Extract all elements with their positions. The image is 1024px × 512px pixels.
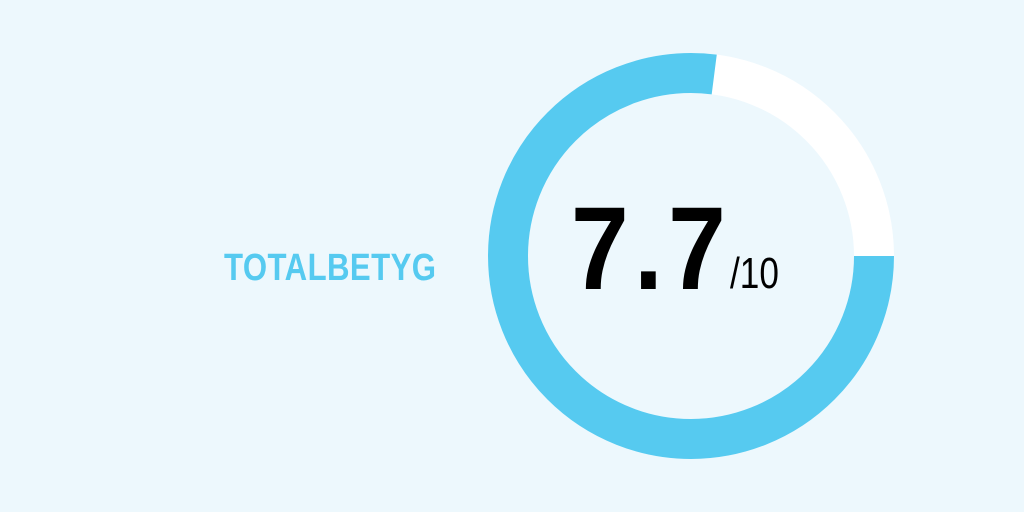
score-value: 7.7 (571, 183, 732, 315)
rating-score: 7.7 /10 (571, 183, 779, 315)
score-max: /10 (730, 249, 779, 298)
rating-ring-fill (488, 53, 894, 459)
total-rating-label: TOTALBETYG (224, 247, 437, 289)
